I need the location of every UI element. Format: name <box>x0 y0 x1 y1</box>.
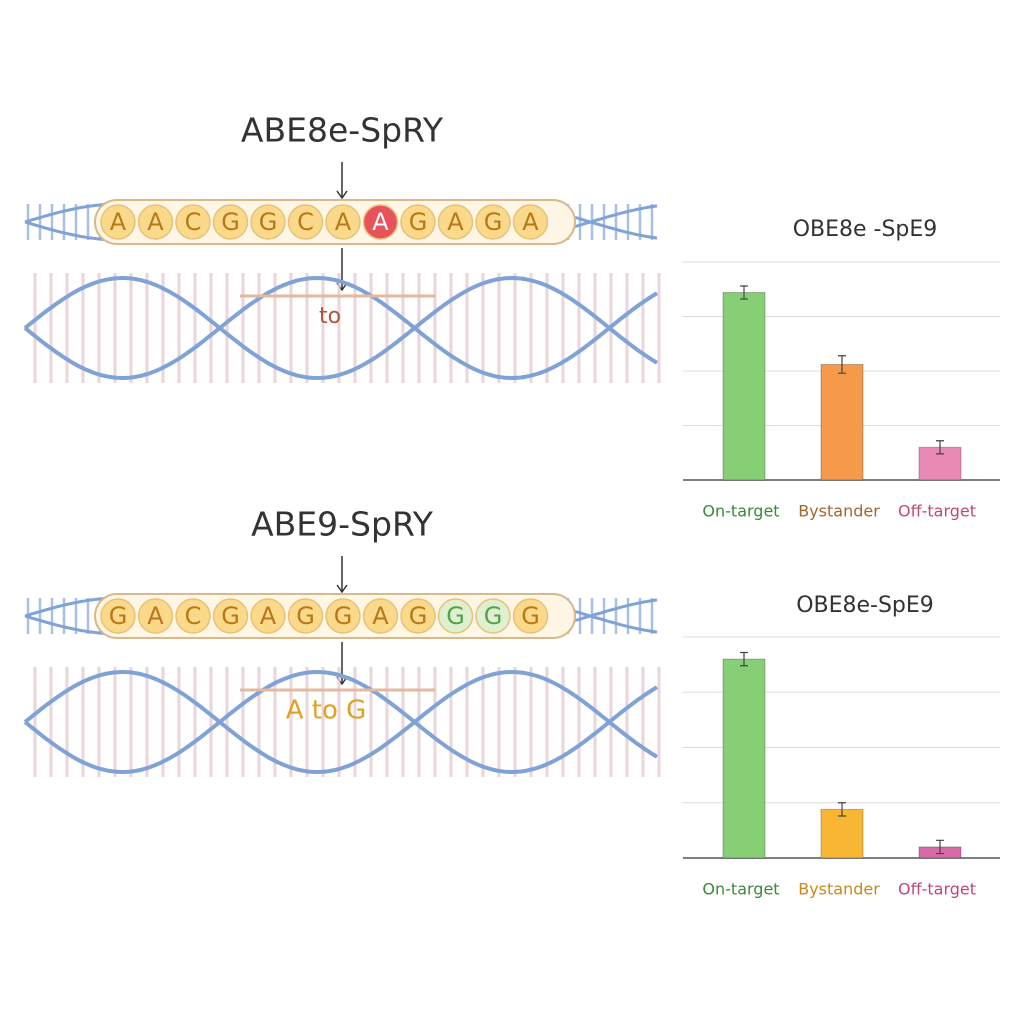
base-circle <box>175 204 211 240</box>
base-letter: G <box>409 602 428 630</box>
base-circle <box>287 598 324 634</box>
arrow-head <box>336 190 348 200</box>
base-letter: A <box>110 208 127 236</box>
base-circle <box>100 598 136 634</box>
dna-strand <box>23 275 659 381</box>
base-circle <box>437 204 474 240</box>
arrow-head <box>336 584 348 594</box>
base-circle <box>362 204 399 240</box>
panel-title: ABE8e-SpRY <box>241 111 444 150</box>
base-circle <box>512 204 549 240</box>
base-circle <box>137 204 174 240</box>
bar <box>820 363 864 481</box>
base-circle <box>250 204 286 240</box>
bar <box>722 292 766 481</box>
base-letter: G <box>221 602 240 630</box>
base-letter: G <box>109 602 128 630</box>
base-letter: A <box>447 208 464 236</box>
base-circle <box>175 598 211 634</box>
base-letter: G <box>296 602 315 630</box>
base-letter: G <box>259 208 278 236</box>
base-letter: G <box>334 602 353 630</box>
base-circle <box>325 204 361 240</box>
bar <box>820 808 864 859</box>
base-letter: A <box>522 208 539 236</box>
x-tick-label: Off-target <box>898 880 976 899</box>
base-letter: G <box>484 208 503 236</box>
error-bar <box>740 285 748 300</box>
base-circle <box>325 598 361 634</box>
base-letter: C <box>185 208 202 236</box>
base-circle <box>512 598 549 634</box>
base-letter: C <box>297 208 314 236</box>
base-letter: G <box>409 208 428 236</box>
panel-title: ABE9-SpRY <box>251 505 434 544</box>
base-letter: C <box>185 602 202 630</box>
dna-strand <box>23 669 659 775</box>
x-tick-label: On-target <box>702 502 779 521</box>
chart-title: OBE8e-SpE9 <box>796 593 934 618</box>
base-letter: A <box>147 208 164 236</box>
x-tick-label: Bystander <box>798 502 880 521</box>
base-letter: A <box>260 602 277 630</box>
base-letter: A <box>372 602 389 630</box>
base-circle <box>362 598 399 634</box>
base-circle <box>400 204 436 240</box>
base-circle <box>475 598 511 634</box>
edit-label: A to G <box>286 696 367 726</box>
error-bar <box>838 355 846 374</box>
dna-strand <box>23 669 659 775</box>
base-letter: A <box>335 208 352 236</box>
base-letter: A <box>147 602 164 630</box>
edit-label: to <box>319 304 341 329</box>
bar <box>722 658 766 859</box>
base-circle <box>137 598 174 634</box>
error-bar <box>838 802 846 817</box>
base-letter: G <box>446 602 465 630</box>
base-circle <box>212 204 249 240</box>
base-circle <box>475 204 511 240</box>
x-tick-label: On-target <box>702 880 779 899</box>
base-circle <box>287 204 324 240</box>
dna-strand <box>23 275 659 381</box>
base-letter: G <box>221 208 240 236</box>
base-circle <box>100 204 136 240</box>
error-bar <box>740 651 748 667</box>
base-circle <box>212 598 249 634</box>
base-letter: G <box>484 602 503 630</box>
base-letter: G <box>521 602 540 630</box>
chart-title: OBE8e -SpE9 <box>793 217 938 242</box>
error-bar <box>936 839 944 855</box>
base-circle <box>437 598 474 634</box>
base-circle <box>400 598 436 634</box>
base-circle <box>250 598 286 634</box>
base-letter: A <box>372 208 389 236</box>
error-bar <box>936 440 944 455</box>
x-tick-label: Off-target <box>898 502 976 521</box>
x-tick-label: Bystander <box>798 880 880 899</box>
